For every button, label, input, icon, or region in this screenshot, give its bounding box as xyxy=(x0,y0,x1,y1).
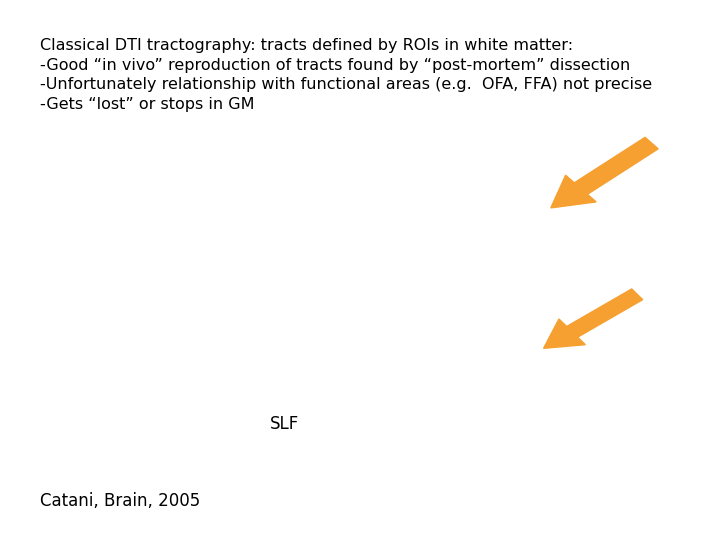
FancyArrow shape xyxy=(551,137,658,208)
Text: Classical DTI tractography: tracts defined by ROIs in white matter:
-Good “in vi: Classical DTI tractography: tracts defin… xyxy=(40,38,652,112)
Text: Catani, Brain, 2005: Catani, Brain, 2005 xyxy=(40,492,200,510)
Text: SLF: SLF xyxy=(270,415,299,433)
FancyArrow shape xyxy=(544,289,643,348)
